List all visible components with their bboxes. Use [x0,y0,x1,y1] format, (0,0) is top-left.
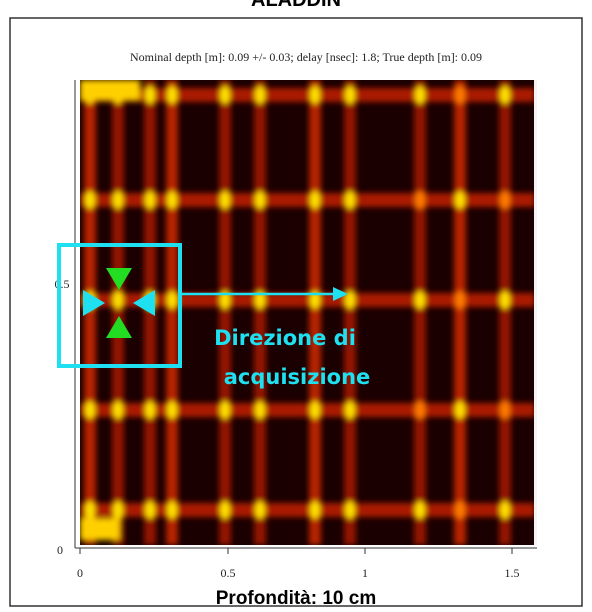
stripe [414,80,426,545]
stripe [345,191,355,209]
stripe [415,501,425,519]
stripe [167,401,177,419]
stripe [310,291,320,309]
stripe [255,291,265,309]
antenna-marker [83,268,155,338]
stripe [454,80,466,545]
marker-left [83,290,105,316]
stripe [455,86,465,104]
stripe [310,401,320,419]
stripe [113,401,123,419]
marker-right [133,290,155,316]
y-tick-label: 0 [57,543,63,557]
caption: Profondità: 10 cm [216,588,376,609]
stripe [255,86,265,104]
stripe [167,291,177,309]
x-tick-label: 1.5 [505,566,520,580]
arrow-head [333,287,348,301]
marker-bottom [106,316,132,338]
stripe [500,401,510,419]
title: ALADDIN [251,0,341,11]
stripe [455,191,465,209]
stripe [455,401,465,419]
stripe [85,501,95,519]
stripe [112,80,124,545]
annotation-line: acquisizione [224,365,371,389]
stripe [255,401,265,419]
stripe [345,86,355,104]
stripe [455,291,465,309]
stripe [310,191,320,209]
stripe [167,86,177,104]
stripe [415,86,425,104]
stripe [345,401,355,419]
x-tick-label: 0 [77,566,83,580]
stripe [310,86,320,104]
stripe [255,501,265,519]
stripes [80,80,535,545]
heatmap [80,80,535,545]
stripe [345,291,355,309]
stripe [85,401,95,419]
stripe [220,401,230,419]
stripe [80,518,120,540]
stripe [220,86,230,104]
stripe [80,80,140,100]
stripe [500,291,510,309]
stripe [167,191,177,209]
x-tick-label: 1 [362,566,368,580]
stripe [500,501,510,519]
stripe [85,191,95,209]
plot-edge [534,80,537,545]
stripe [167,501,177,519]
y-tick-label: 0.5 [55,277,70,291]
stripe [455,501,465,519]
stripe [220,501,230,519]
stripe [310,501,320,519]
stripe [166,80,178,545]
stripe [220,291,230,309]
stripe [220,191,230,209]
marker-top [106,268,132,290]
info-line: Nominal depth [m]: 0.09 +/- 0.03; delay … [130,50,482,64]
stripe [113,291,123,309]
stripe [145,191,155,209]
stripe [145,401,155,419]
stripe [500,191,510,209]
stripe [309,80,321,545]
stripe [145,86,155,104]
stripe [113,501,123,519]
stripe [254,80,266,545]
stripe [113,191,123,209]
stripe [219,80,231,545]
stripe [500,86,510,104]
stripe [415,291,425,309]
annotation-line: Direzione di [214,326,356,350]
stripe [344,80,356,545]
stripe [255,191,265,209]
stripe [499,80,511,545]
stripe [415,191,425,209]
selection-box [57,243,182,368]
x-tick-label: 0.5 [221,566,236,580]
stripe [145,501,155,519]
stripe [415,401,425,419]
stripe [345,501,355,519]
